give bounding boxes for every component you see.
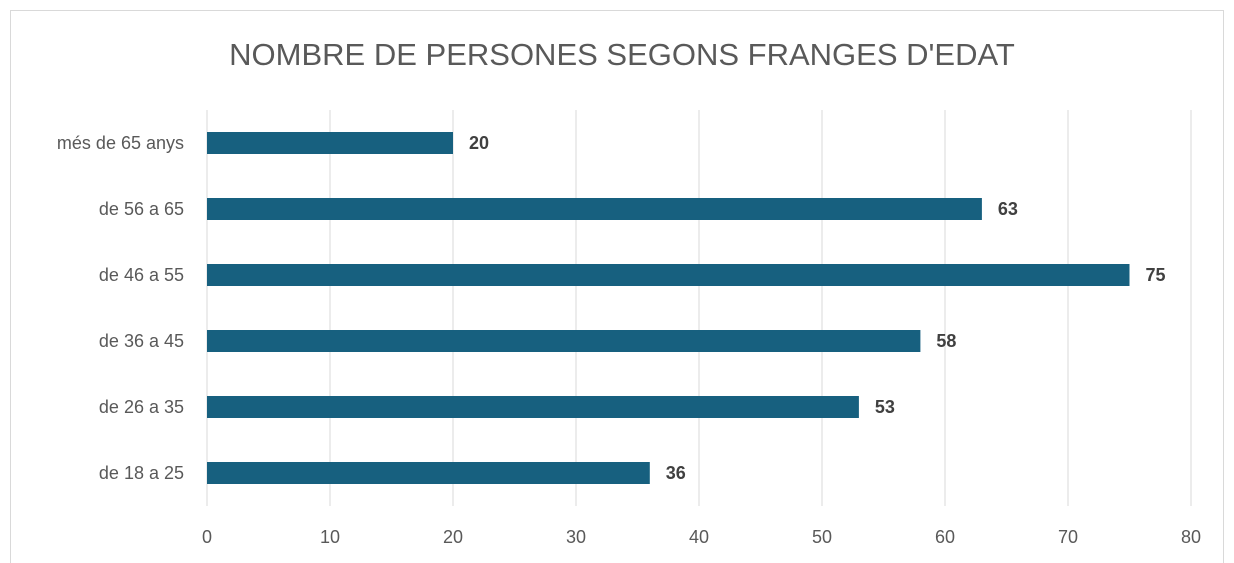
y-tick-label: de 46 a 55 (99, 265, 184, 285)
y-tick-label: de 56 a 65 (99, 199, 184, 219)
y-tick-label: de 18 a 25 (99, 463, 184, 483)
y-tick-label: de 26 a 35 (99, 397, 184, 417)
chart-title: NOMBRE DE PERSONES SEGONS FRANGES D'EDAT (229, 37, 1015, 72)
x-tick-label: 10 (320, 527, 340, 547)
value-label: 75 (1146, 265, 1166, 285)
bar (207, 264, 1130, 286)
bar (207, 198, 982, 220)
bar (207, 132, 453, 154)
x-tick-label: 20 (443, 527, 463, 547)
x-tick-label: 40 (689, 527, 709, 547)
x-tick-label: 60 (935, 527, 955, 547)
bar (207, 330, 921, 352)
bar (207, 396, 859, 418)
value-label: 63 (998, 199, 1018, 219)
value-label: 36 (666, 463, 686, 483)
y-tick-label: més de 65 anys (57, 133, 184, 153)
x-tick-label: 80 (1181, 527, 1201, 547)
bar (207, 462, 650, 484)
value-label: 58 (936, 331, 956, 351)
x-tick-label: 0 (202, 527, 212, 547)
x-tick-label: 30 (566, 527, 586, 547)
x-tick-label: 70 (1058, 527, 1078, 547)
x-tick-label: 50 (812, 527, 832, 547)
value-label: 20 (469, 133, 489, 153)
y-tick-label: de 36 a 45 (99, 331, 184, 351)
value-label: 53 (875, 397, 895, 417)
